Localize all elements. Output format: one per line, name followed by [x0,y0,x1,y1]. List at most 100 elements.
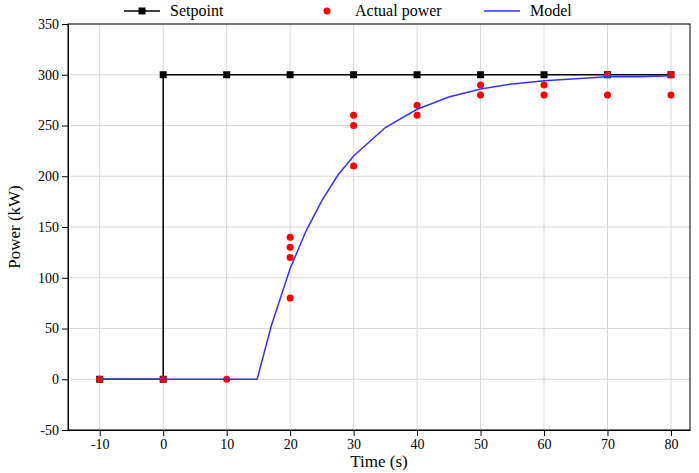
axis-line [68,25,69,431]
tick-label: 70 [601,437,615,452]
legend-symbol [484,10,520,12]
tick-label: 200 [38,169,59,184]
tick-label: -10 [91,437,110,452]
tick-label: 250 [38,118,59,133]
point [350,122,357,129]
point [287,254,294,261]
tick-label: 350 [38,17,59,32]
point [604,92,611,99]
tick-mark [163,430,164,436]
tick-mark [62,278,68,279]
grid [68,24,690,430]
tick: 200 [38,169,68,184]
tick-label: 150 [38,220,59,235]
tick: 40 [411,430,425,452]
series-line [100,76,671,379]
tick: 70 [601,430,615,452]
tick: 350 [38,17,68,32]
legend-label: Setpoint [170,2,224,20]
point [667,71,674,78]
point [350,112,357,119]
grid-line [68,176,690,177]
grid-line [68,125,690,126]
y-axis-title: Power (kW) [5,185,24,269]
tick-mark [417,430,418,436]
tick-mark [62,126,68,127]
tick-label: 50 [474,437,488,452]
tick-mark [62,329,68,330]
point [477,81,484,88]
tick: 50 [45,321,68,336]
tick: 80 [664,430,678,452]
tick-mark [62,227,68,228]
grid-line [68,328,690,329]
tick-mark [62,24,68,25]
tick-mark [671,430,672,436]
point [667,92,674,99]
tick: 100 [38,271,68,286]
plot: -10 0 10 20 30 40 50 60 70 80 -50 0 50 100 150 200 250 30… [38,17,691,452]
tick: 20 [284,430,298,452]
point [541,92,548,99]
tick-mark [62,379,68,380]
legend-entry: Setpoint [124,2,224,20]
legend-label: Actual power [355,2,442,20]
tick-label: 30 [347,437,361,452]
series-line [100,75,671,380]
tick-mark [607,430,608,436]
tick: 250 [38,118,68,133]
tick-label: 40 [411,437,425,452]
point [287,295,294,302]
y-axis: -50 0 50 100 150 200 250 300 350 [38,17,69,438]
tick-label: 300 [38,68,59,83]
tick-mark [290,430,291,436]
tick-mark [544,430,545,436]
x-axis-title: Time (s) [350,452,407,471]
point [414,112,421,119]
plot-frame [68,24,690,430]
legend-entry: Actual power [324,2,443,20]
tick-mark [354,430,355,436]
axis-line [69,430,691,431]
point [223,71,230,78]
tick-label: 10 [220,437,234,452]
tick-label: 20 [284,437,298,452]
tick-label: 50 [45,321,59,336]
grid-line [68,277,690,278]
point [350,71,357,78]
tick-mark [100,430,101,436]
tick: -10 [91,430,110,452]
tick: 300 [38,68,68,83]
tick: 30 [347,430,361,452]
tick-label: -50 [40,423,59,438]
point [350,163,357,170]
point [541,81,548,88]
grid-line [68,227,690,228]
tick-mark [62,75,68,76]
tick-mark [227,430,228,436]
chart: -10 0 10 20 30 40 50 60 70 80 -50 0 50 100 150 200 250 30… [0,0,699,473]
tick-label: 100 [38,271,59,286]
tick: 10 [220,430,234,452]
legend-symbol [324,8,331,15]
x-axis: -10 0 10 20 30 40 50 60 70 80 [69,430,691,452]
legend-symbol [139,8,146,15]
tick: 150 [38,220,68,235]
point [477,92,484,99]
point [541,71,548,78]
point [160,71,167,78]
tick-label: 0 [52,372,59,387]
point [667,71,674,78]
tick-label: 60 [538,437,552,452]
point [287,71,294,78]
point [287,234,294,241]
tick-mark [481,430,482,436]
legend: Setpoint Actual power Model [124,2,572,20]
tick-label: 0 [160,437,167,452]
tick: 50 [474,430,488,452]
tick: 60 [538,430,552,452]
tick-label: 80 [664,437,678,452]
tick: 0 [160,430,167,452]
point [414,71,421,78]
legend-label: Model [530,2,572,19]
